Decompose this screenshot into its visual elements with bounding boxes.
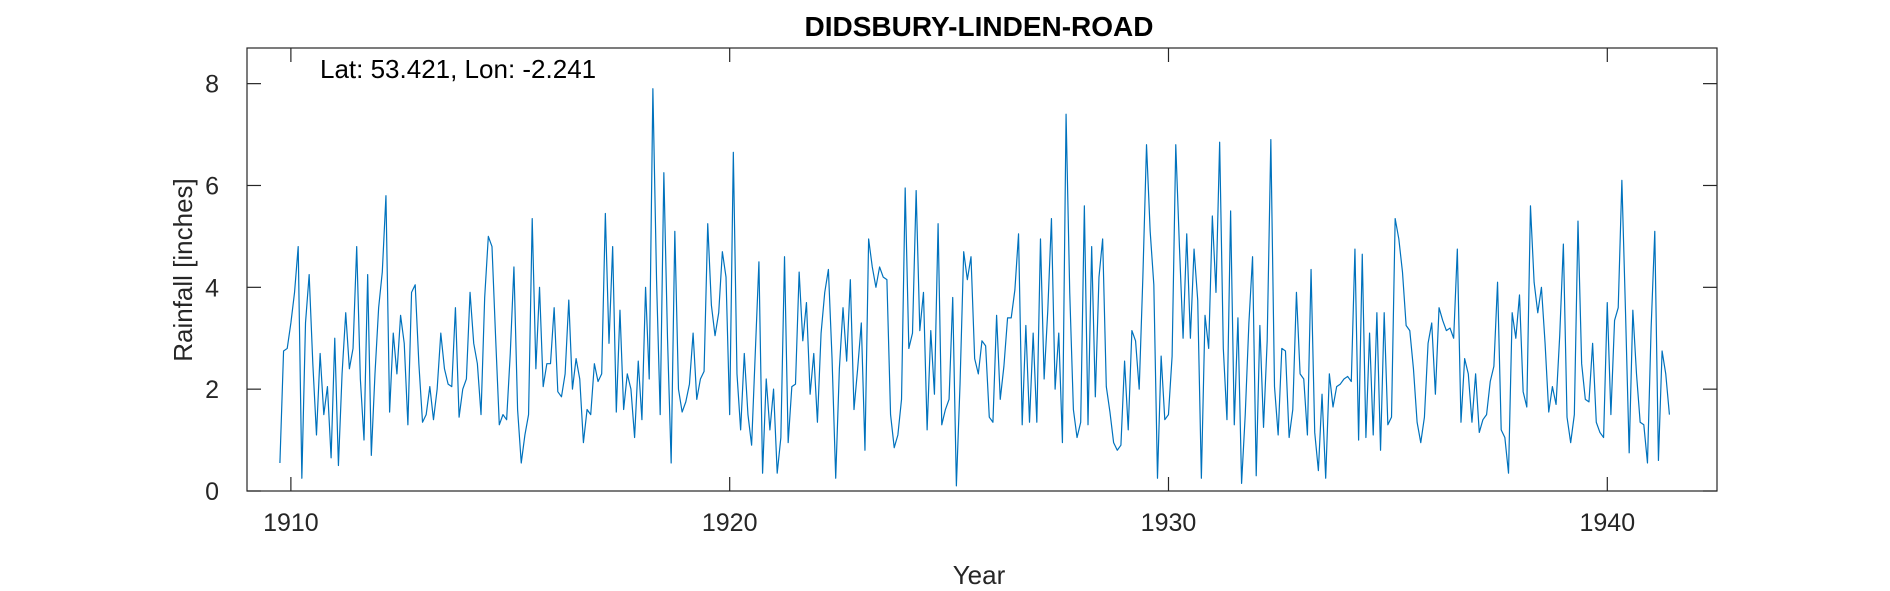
plot-frame — [246, 47, 1718, 492]
tick-labels: 1910 1920 1930 1940 0 2 4 6 8 — [205, 71, 1635, 537]
x-axis-label: Year — [953, 560, 1006, 590]
x-tick-label-1920: 1920 — [702, 509, 758, 537]
x-tick-label-1930: 1930 — [1141, 509, 1197, 537]
y-tick-label-8: 8 — [205, 71, 219, 99]
lat-lon-annotation: Lat: 53.421, Lon: -2.241 — [320, 54, 596, 84]
rainfall-series-line — [279, 88, 1671, 487]
x-tick-label-1910: 1910 — [263, 509, 319, 537]
y-tick-label-2: 2 — [205, 376, 219, 404]
y-tick-label-4: 4 — [205, 274, 219, 302]
x-tick-label-1940: 1940 — [1579, 509, 1635, 537]
tick-marks — [247, 48, 1717, 492]
chart-title: DIDSBURY-LINDEN-ROAD — [805, 11, 1154, 42]
y-axis-label: Rainfall [inches] — [168, 178, 198, 362]
y-tick-label-0: 0 — [205, 478, 219, 506]
y-tick-label-6: 6 — [205, 172, 219, 200]
